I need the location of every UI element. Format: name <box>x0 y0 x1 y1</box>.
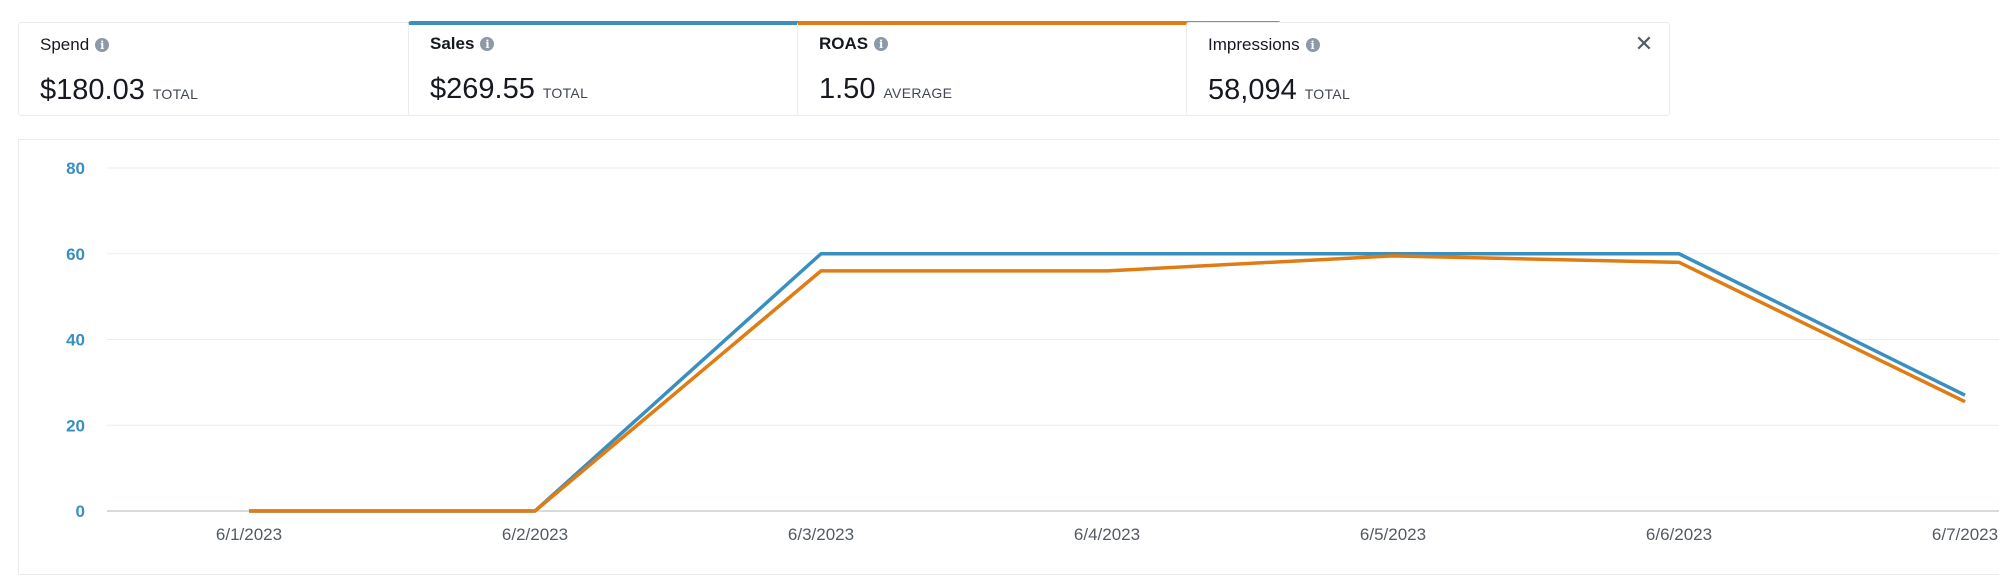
x-tick-label: 6/4/2023 <box>1074 525 1140 544</box>
metric-name: Sales <box>430 34 475 53</box>
info-icon[interactable]: i <box>95 38 110 52</box>
metric-card-title: Impressions i <box>1208 35 1320 55</box>
x-tick-label: 6/2/2023 <box>502 525 568 544</box>
x-tick-label: 6/5/2023 <box>1360 525 1426 544</box>
metric-card-title: Spend i <box>40 35 110 55</box>
metric-aggregation: TOTAL <box>542 85 589 101</box>
close-icon[interactable]: ✕ <box>1634 31 1654 56</box>
y-tick-label: 80 <box>66 159 85 178</box>
info-icon[interactable]: i <box>1305 38 1320 52</box>
metric-aggregation: AVERAGE <box>883 85 953 101</box>
metric-card-title: ROAS i <box>819 34 889 54</box>
metric-aggregation: TOTAL <box>152 86 199 102</box>
metric-value: 1.50 <box>819 73 876 105</box>
metric-name: Spend <box>40 35 90 54</box>
metric-cards-row: Spend i ✕ $180.03 TOTAL Sales i ✕ $269.5… <box>18 21 1999 116</box>
metric-value: $180.03 <box>40 74 145 106</box>
series-line-roas[interactable] <box>249 254 1966 513</box>
metric-card-impressions[interactable]: Impressions i ✕ 58,094 TOTAL <box>1186 22 1670 116</box>
x-tick-label: 6/6/2023 <box>1646 525 1712 544</box>
x-tick-label: 6/3/2023 <box>788 525 854 544</box>
metric-name: ROAS <box>819 34 869 53</box>
info-icon[interactable]: i <box>480 37 495 51</box>
series-line-sales[interactable] <box>249 252 1966 513</box>
metric-value-row: $269.55 TOTAL <box>430 73 588 106</box>
x-tick-label: 6/7/2023 <box>1932 525 1998 544</box>
y-tick-label: 40 <box>66 331 85 350</box>
y-tick-label: 20 <box>66 416 85 435</box>
metric-aggregation: TOTAL <box>1304 86 1351 102</box>
metric-value: $269.55 <box>430 73 535 105</box>
info-icon[interactable]: i <box>874 37 889 51</box>
metric-value: 58,094 <box>1208 74 1297 106</box>
x-tick-label: 6/1/2023 <box>216 525 282 544</box>
metric-name: Impressions <box>1208 35 1300 54</box>
line-chart: 0 20 40 60 80 6/1/2023 6/2/2023 6/3/2023 6/4/202… <box>66 159 1999 544</box>
y-tick-label: 0 <box>76 502 85 521</box>
metric-value-row: 1.50 AVERAGE <box>819 73 952 106</box>
metric-value-row: $180.03 TOTAL <box>40 74 198 107</box>
chart-panel: 0 20 40 60 80 6/1/2023 6/2/2023 6/3/2023 6/4/202… <box>18 139 1999 575</box>
metric-card-title: Sales i <box>430 34 495 54</box>
metric-value-row: 58,094 TOTAL <box>1208 74 1350 107</box>
y-tick-label: 60 <box>66 245 85 264</box>
